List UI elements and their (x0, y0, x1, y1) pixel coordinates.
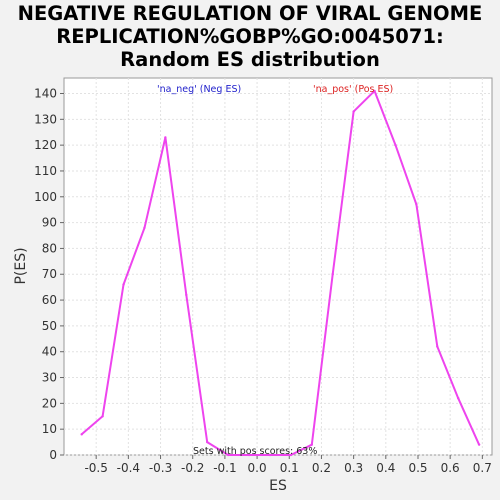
chart-title-line-2: REPLICATION%GOBP%GO:0045071: (56, 25, 444, 48)
y-tick-label: 0 (49, 448, 57, 462)
y-tick-label: 110 (34, 164, 57, 178)
x-tick-label: 0.6 (441, 461, 460, 475)
data-point (415, 203, 418, 206)
legend-pos-label: 'na_pos' (Pos ES) (313, 84, 393, 95)
data-point (310, 443, 313, 446)
x-tick-label: -0.4 (117, 461, 140, 475)
chart-title-line-1: NEGATIVE REGULATION OF VIRAL GENOME (17, 2, 483, 25)
data-point (436, 345, 439, 348)
data-point (80, 433, 83, 436)
x-tick-label: 0.0 (248, 461, 267, 475)
y-tick-label: 50 (42, 319, 57, 333)
series-line (81, 89, 481, 456)
x-tick-label: 0.2 (312, 461, 331, 475)
x-tick-label: -0.3 (149, 461, 172, 475)
data-point (226, 453, 230, 457)
data-point (373, 89, 376, 93)
y-ticks-layer: 0 10 20 30 40 50 60 70 80 90 100 110 120 130 140 (34, 86, 64, 462)
x-axis-title: ES (269, 478, 287, 494)
plot-area (63, 77, 493, 456)
data-point (164, 136, 167, 139)
x-tick-label: 0.3 (344, 461, 363, 475)
y-tick-label: 40 (42, 345, 57, 359)
y-tick-label: 100 (34, 190, 57, 204)
chart-title-line-3: Random ES distribution (120, 48, 380, 71)
data-point (477, 443, 481, 446)
x-tick-label: -0.5 (84, 461, 107, 475)
data-point (394, 143, 397, 147)
data-point (457, 396, 460, 400)
data-point (331, 273, 334, 276)
y-tick-label: 70 (42, 267, 57, 281)
x-tick-label: 0.4 (376, 461, 395, 475)
data-point (185, 293, 188, 297)
x-tick-label: 0.5 (408, 461, 427, 475)
data-point (247, 453, 251, 457)
data-point (352, 110, 355, 113)
data-point (268, 453, 272, 457)
x-tick-label: -0.2 (181, 461, 204, 475)
y-tick-label: 60 (42, 293, 57, 307)
y-tick-label: 140 (34, 86, 57, 100)
x-ticks-layer: -0.5 -0.4 -0.3 -0.2 -0.1 0.0 0.1 0.2 0.3 0.4 0.5 0.… (84, 455, 492, 475)
y-tick-label: 90 (42, 216, 57, 230)
y-tick-label: 80 (42, 241, 57, 255)
x-tick-label: 0.7 (473, 461, 492, 475)
data-point (101, 415, 104, 418)
legend-neg-label: 'na_neg' (Neg ES) (157, 84, 241, 95)
x-tick-label: -0.1 (213, 461, 236, 475)
y-tick-label: 10 (42, 422, 57, 436)
y-tick-label: 30 (42, 371, 57, 385)
chart-title: NEGATIVE REGULATION OF VIRAL GENOME REPL… (0, 2, 500, 71)
data-point (289, 453, 293, 457)
y-axis-title: P(ES) (13, 247, 29, 284)
y-tick-label: 120 (34, 138, 57, 152)
y-tick-label: 130 (34, 112, 57, 126)
data-point (143, 226, 146, 229)
data-point (206, 440, 209, 444)
annotation-pos-scores: Sets with pos scores: 63% (193, 446, 317, 457)
x-tick-label: 0.1 (280, 461, 299, 475)
series-layer (80, 89, 481, 457)
data-point (122, 283, 125, 286)
grid-layer (64, 78, 492, 456)
y-tick-label: 20 (42, 396, 57, 410)
